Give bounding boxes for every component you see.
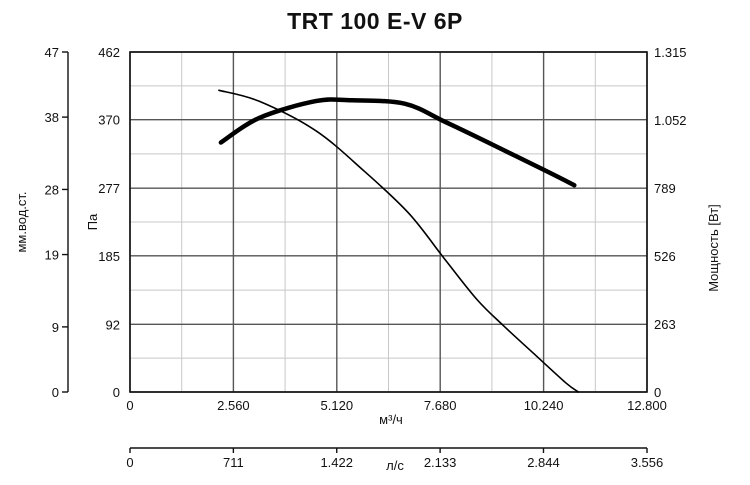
y-axis-label: Па xyxy=(85,213,100,230)
y-tick-label: 0 xyxy=(113,385,120,400)
y-right-tick-label: 526 xyxy=(654,249,676,264)
plot-frame xyxy=(129,51,648,393)
y-right-tick-label: 789 xyxy=(654,181,676,196)
x2-tick-label: 3.556 xyxy=(631,455,664,470)
y-right-tick-label: 1.315 xyxy=(654,45,687,60)
y-left-outer-tick-label: 47 xyxy=(45,45,59,60)
x-tick-label: 5.120 xyxy=(321,398,354,413)
x-tick-label: 2.560 xyxy=(217,398,250,413)
x-tick-label: 10.240 xyxy=(524,398,564,413)
y-right-axis-label: Мощность [Вт] xyxy=(706,204,721,292)
y-tick-label: 370 xyxy=(98,113,120,128)
x-axis-label: м³/ч xyxy=(379,412,403,427)
x2-tick-label: 711 xyxy=(223,455,244,470)
x-tick-label: 12.800 xyxy=(627,398,667,413)
x2-tick-label: 0 xyxy=(126,455,133,470)
x2-tick-label: 1.422 xyxy=(320,455,353,470)
y-left-outer-axis-label: мм.вод.ст. xyxy=(14,191,29,252)
x-tick-label: 0 xyxy=(126,398,133,413)
y-right-tick-label: 263 xyxy=(654,317,676,332)
power-curve xyxy=(218,97,577,188)
y-left-outer-tick-label: 0 xyxy=(52,385,59,400)
pressure-curve xyxy=(218,89,580,393)
x2-tick-label: 2.133 xyxy=(424,455,457,470)
x-tick-label: 7.680 xyxy=(424,398,457,413)
y-left-outer-tick-label: 9 xyxy=(52,320,59,335)
y-right-tick-label: 0 xyxy=(654,385,661,400)
y-left-outer-tick-label: 38 xyxy=(45,110,59,125)
y-tick-label: 462 xyxy=(98,45,120,60)
x2-axis-label: л/с xyxy=(386,458,404,473)
y-tick-label: 277 xyxy=(98,181,120,196)
y-left-outer-tick-label: 28 xyxy=(45,182,59,197)
chart-title: TRT 100 E-V 6P xyxy=(287,8,463,34)
x2-tick-label: 2.844 xyxy=(527,455,560,470)
y-right-tick-label: 1.052 xyxy=(654,113,687,128)
y-tick-label: 92 xyxy=(106,317,120,332)
y-left-outer-tick-label: 19 xyxy=(45,248,59,263)
y-tick-label: 185 xyxy=(98,249,120,264)
